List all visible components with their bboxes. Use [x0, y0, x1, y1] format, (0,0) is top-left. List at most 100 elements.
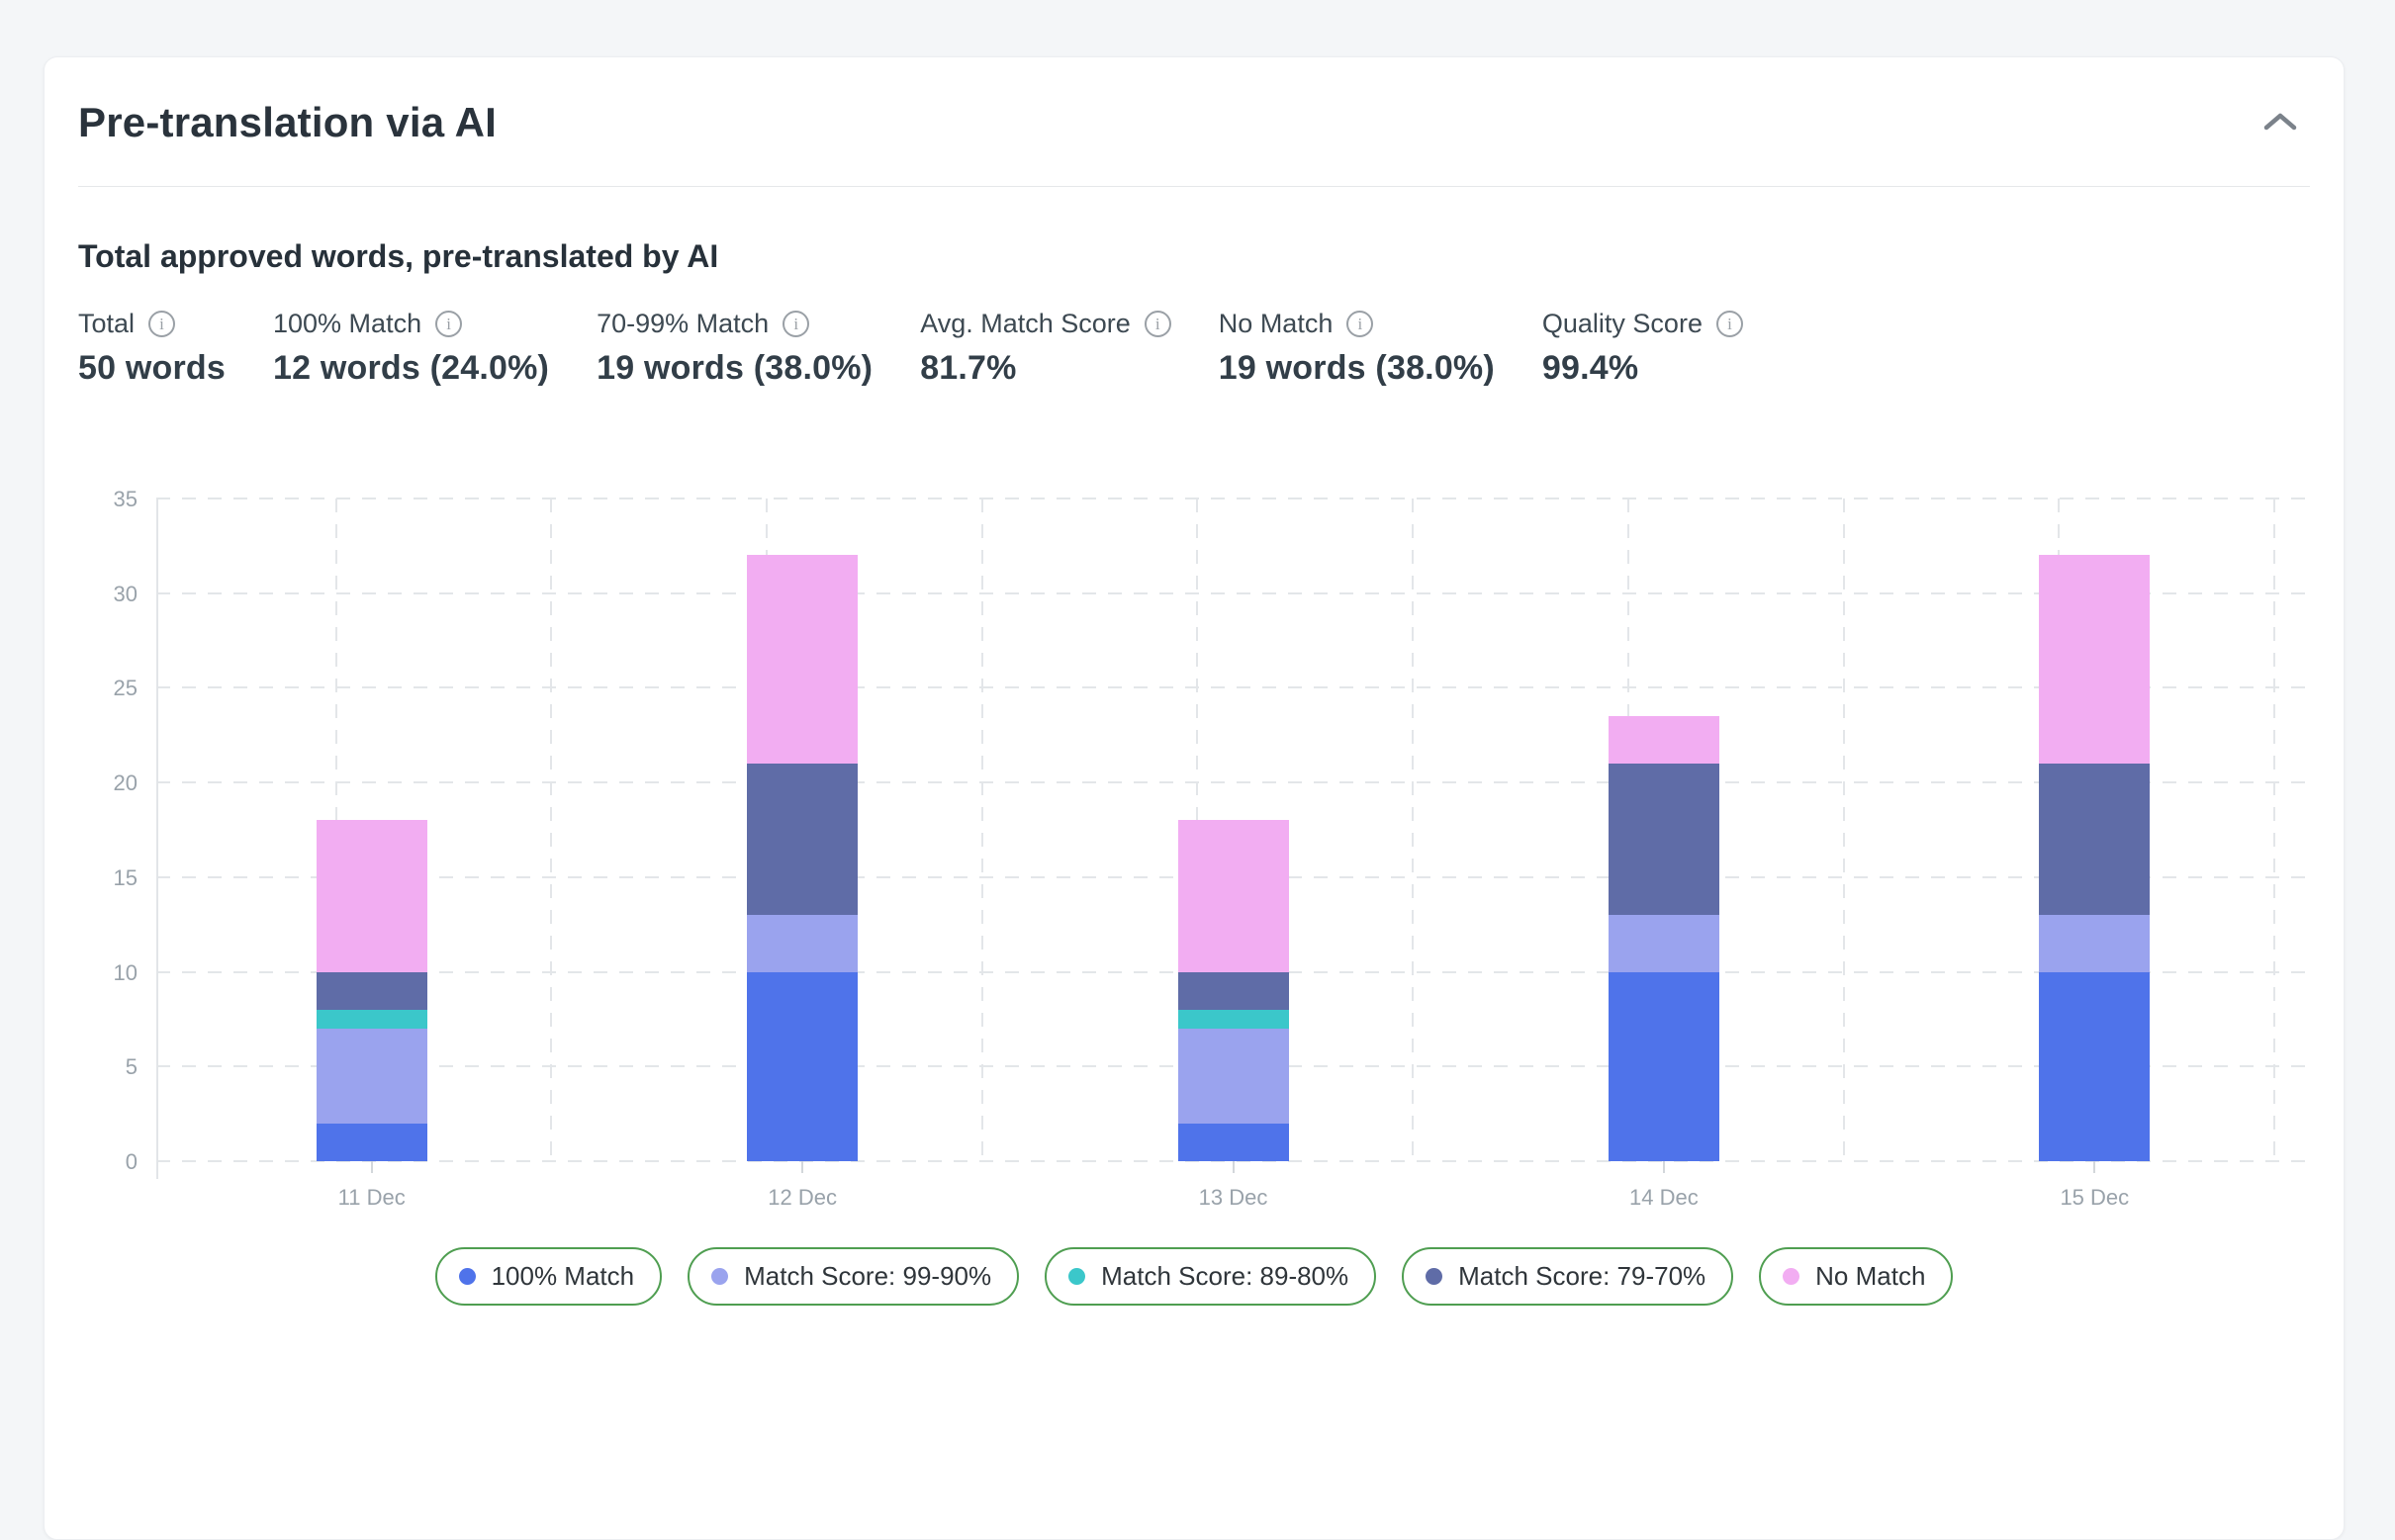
x-axis-tick — [1232, 1161, 1235, 1173]
x-axis-tick — [1662, 1161, 1665, 1173]
chart-legend: 100% Match Match Score: 99-90% Match Score… — [78, 1247, 2310, 1306]
y-axis-tick-label: 25 — [113, 676, 138, 701]
gridline-y — [156, 498, 2310, 499]
bar-14-dec — [1608, 716, 1719, 1161]
info-icon[interactable]: i — [1715, 311, 1743, 337]
legend-item-label: No Match — [1815, 1261, 1926, 1291]
bar-segment-100-match[interactable] — [747, 971, 859, 1161]
legend-item-no-match[interactable]: No Match — [1759, 1247, 1954, 1306]
legend-color-dot — [711, 1268, 729, 1285]
bar-segment-match-score-79-70[interactable] — [2039, 764, 2151, 916]
bar-segment-100-match[interactable] — [2039, 971, 2151, 1161]
bar-13-dec — [1177, 820, 1289, 1161]
stat-100-match: 100% Match i 12 words (24.0%) — [273, 309, 549, 388]
y-axis-tick-label: 5 — [125, 1054, 138, 1080]
bar-15-dec — [2039, 555, 2151, 1161]
stat-label-text: No Match — [1218, 309, 1334, 338]
header-divider — [78, 186, 2310, 187]
stat-label: 70-99% Match i — [597, 309, 873, 339]
legend-item-match-score-79-70[interactable]: Match Score: 79-70% — [1402, 1247, 1734, 1306]
y-axis-tick-label: 10 — [113, 959, 138, 985]
bar-segment-no-match[interactable] — [2039, 555, 2151, 765]
gridline-x — [980, 498, 983, 1161]
gridline-y — [156, 591, 2310, 594]
bar-segment-100-match[interactable] — [316, 1123, 427, 1161]
bar-segment-100-match[interactable] — [1608, 971, 1719, 1161]
bar-segment-match-score-89-80[interactable] — [316, 1009, 427, 1030]
bar-segment-match-score-99-90[interactable] — [1177, 1029, 1289, 1124]
x-axis-tick-label: 12 Dec — [768, 1185, 837, 1210]
bar-12-dec — [747, 555, 859, 1161]
bar-11-dec — [316, 820, 427, 1161]
card-title: Pre-translation via AI — [78, 99, 497, 145]
stat-70-99-match: 70-99% Match i 19 words (38.0%) — [597, 309, 873, 388]
info-icon[interactable]: i — [783, 311, 810, 337]
info-icon[interactable]: i — [148, 311, 176, 337]
bar-segment-match-score-89-80[interactable] — [1177, 1009, 1289, 1030]
stat-value: 19 words (38.0%) — [1218, 349, 1495, 387]
legend-item-match-score-99-90[interactable]: Match Score: 99-90% — [688, 1247, 1020, 1306]
bar-segment-match-score-79-70[interactable] — [1177, 971, 1289, 1010]
x-axis-tick-label: 15 Dec — [2060, 1185, 2130, 1210]
legend-item-label: Match Score: 89-80% — [1101, 1261, 1349, 1291]
pre-translation-card: Pre-translation via AI Total approved wo… — [44, 56, 2345, 1540]
stat-label-text: 70-99% Match — [597, 309, 770, 338]
x-axis-tick-label: 13 Dec — [1198, 1185, 1268, 1210]
bar-segment-match-score-99-90[interactable] — [316, 1029, 427, 1124]
stat-label: No Match i — [1219, 309, 1495, 339]
info-icon[interactable]: i — [1346, 311, 1374, 337]
stat-label-text: 100% Match — [273, 309, 422, 338]
legend-color-dot — [458, 1268, 476, 1285]
info-icon[interactable]: i — [1144, 311, 1171, 337]
bar-segment-100-match[interactable] — [1177, 1123, 1289, 1161]
gridline-x — [1842, 498, 1845, 1161]
stat-value: 99.4% — [1541, 349, 1639, 387]
gridline-y — [156, 781, 2310, 784]
chart-plot-area: 11 Dec 12 Dec 13 Dec 14 Dec 15 Dec — [156, 498, 2310, 1210]
collapse-button[interactable] — [2257, 105, 2304, 141]
legend-color-dot — [1068, 1268, 1086, 1285]
stat-label-text: Quality Score — [1541, 309, 1703, 338]
bar-segment-match-score-79-70[interactable] — [747, 764, 859, 916]
stat-label-text: Total — [78, 309, 136, 338]
legend-item-label: 100% Match — [491, 1261, 635, 1291]
x-axis-tick — [370, 1161, 373, 1173]
y-axis-line — [156, 498, 158, 1179]
info-icon[interactable]: i — [435, 311, 463, 337]
stat-value: 50 words — [78, 349, 226, 387]
bar-segment-match-score-99-90[interactable] — [747, 915, 859, 972]
section-title: Total approved words, pre-translated by … — [78, 238, 719, 274]
y-axis-tick-label: 0 — [125, 1149, 138, 1174]
x-axis-tick — [2093, 1161, 2096, 1173]
x-axis-tick-label: 14 Dec — [1629, 1185, 1699, 1210]
stat-label-text: Avg. Match Score — [920, 309, 1131, 338]
stat-no-match: No Match i 19 words (38.0%) — [1219, 309, 1495, 388]
legend-item-label: Match Score: 79-70% — [1458, 1261, 1706, 1291]
bar-segment-no-match[interactable] — [747, 555, 859, 765]
card-header: Pre-translation via AI — [78, 57, 2310, 186]
bar-segment-match-score-79-70[interactable] — [316, 971, 427, 1010]
stat-quality-score: Quality Score i 99.4% — [1542, 309, 1743, 388]
y-axis-tick-label: 35 — [113, 487, 138, 511]
legend-color-dot — [1783, 1268, 1800, 1285]
gridline-x — [550, 498, 553, 1161]
legend-color-dot — [1426, 1268, 1443, 1285]
bar-segment-no-match[interactable] — [1177, 820, 1289, 972]
gridline-x — [1412, 498, 1415, 1161]
stacked-bar-chart: 11 Dec 12 Dec 13 Dec 14 Dec 15 Dec 0 5 10 15 20 2… — [78, 487, 2310, 1216]
stat-label: Quality Score i — [1542, 309, 1743, 339]
legend-item-match-score-89-80[interactable]: Match Score: 89-80% — [1045, 1247, 1377, 1306]
y-axis-tick-label: 15 — [113, 864, 138, 890]
stat-label: Total i — [78, 309, 226, 339]
bar-segment-match-score-79-70[interactable] — [1608, 764, 1719, 916]
stat-label: Avg. Match Score i — [920, 309, 1171, 339]
bar-segment-no-match[interactable] — [316, 820, 427, 972]
y-axis-tick-label: 20 — [113, 770, 138, 796]
legend-item-100-match[interactable]: 100% Match — [434, 1247, 663, 1306]
chevron-up-icon — [2262, 111, 2298, 136]
bar-segment-match-score-99-90[interactable] — [1608, 915, 1719, 972]
stat-avg-match-score: Avg. Match Score i 81.7% — [920, 309, 1171, 388]
bar-segment-no-match[interactable] — [1608, 716, 1719, 765]
stat-label: 100% Match i — [273, 309, 549, 339]
bar-segment-match-score-99-90[interactable] — [2039, 915, 2151, 972]
